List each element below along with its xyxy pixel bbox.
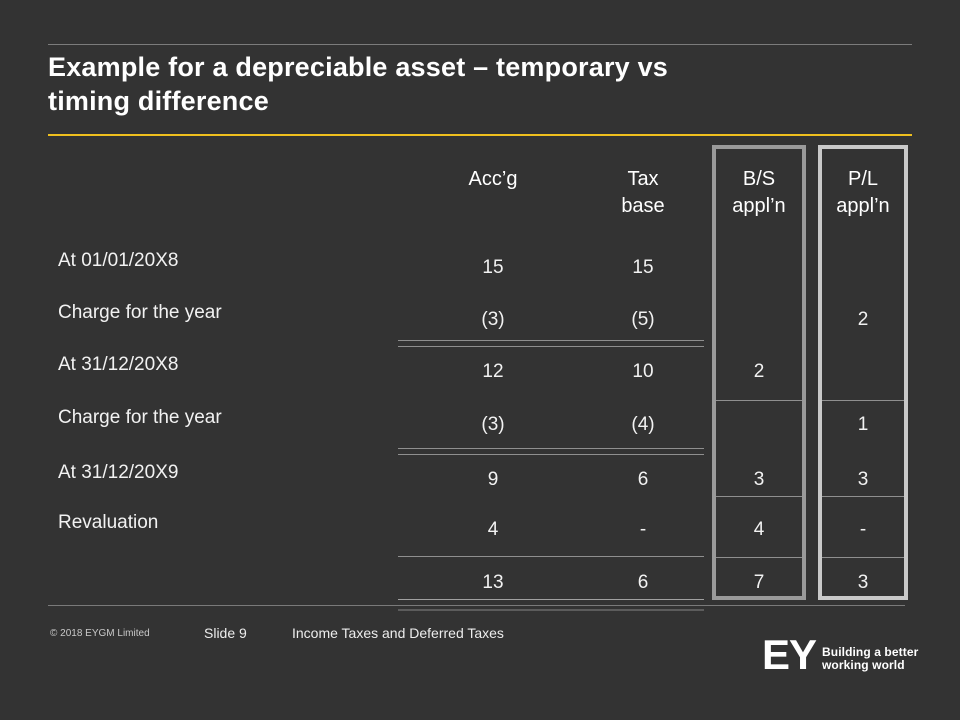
cell-bs-appln: 7 xyxy=(753,572,765,593)
bs-appln-box xyxy=(712,145,806,600)
cell-accg: (3) xyxy=(481,309,505,330)
cell-taxbase: 6 xyxy=(637,572,649,593)
cell-bs-appln: 4 xyxy=(753,519,765,540)
subtotal-rule xyxy=(398,454,704,455)
subtotal-rule xyxy=(398,346,704,347)
row-label: Revaluation xyxy=(58,512,159,533)
column-header-taxbase: Tax base xyxy=(578,166,708,220)
cell-accg: 13 xyxy=(482,572,504,593)
subtotal-rule xyxy=(398,556,704,557)
total-underline xyxy=(398,599,704,600)
row-label: At 31/12/20X9 xyxy=(58,462,179,483)
row-label: At 01/01/20X8 xyxy=(58,250,179,271)
pl-appln-box xyxy=(818,145,908,600)
subtotal-rule xyxy=(398,448,704,449)
table-row: Revaluation 4 - 4 - xyxy=(0,512,960,542)
column-header-taxbase-line2: base xyxy=(621,195,665,217)
row-label: At 31/12/20X8 xyxy=(58,354,179,375)
ey-tagline-line2: working world xyxy=(822,658,905,672)
cell-taxbase: (5) xyxy=(631,309,655,330)
ey-logo: EY xyxy=(762,631,817,678)
page-title-line1: Example for a depreciable asset – tempor… xyxy=(48,52,668,82)
table-row: Charge for the year (3) (5) 2 xyxy=(0,302,960,332)
bs-box-rule xyxy=(716,557,802,558)
page-title-line2: timing difference xyxy=(48,86,269,116)
table-row: At 01/01/20X8 15 15 xyxy=(0,250,960,280)
ey-logo-tagline: Building a better working world xyxy=(822,646,918,672)
pl-box-rule xyxy=(822,496,904,497)
pl-box-rule xyxy=(822,557,904,558)
page-title: Example for a depreciable asset – tempor… xyxy=(48,50,928,118)
column-header-taxbase-line1: Tax xyxy=(627,168,659,190)
column-header-bs-line1: B/S xyxy=(742,168,776,190)
total-underline-shadow xyxy=(398,609,704,611)
cell-taxbase: 15 xyxy=(632,257,654,278)
column-header-pl-line1: P/L xyxy=(847,168,879,190)
cell-pl-appln: 3 xyxy=(857,572,869,593)
table-row: Charge for the year (3) (4) 1 xyxy=(0,407,960,437)
cell-pl-appln: - xyxy=(859,519,867,540)
cell-taxbase: 6 xyxy=(637,469,649,490)
table-row-totals: 13 6 7 3 xyxy=(0,571,960,595)
cell-accg: 9 xyxy=(487,469,499,490)
footer-divider xyxy=(48,605,905,606)
bs-box-rule xyxy=(716,496,802,497)
cell-accg: 4 xyxy=(487,519,499,540)
cell-bs-appln: 2 xyxy=(753,361,765,382)
pl-box-rule xyxy=(822,400,904,401)
ey-tagline-line1: Building a better xyxy=(822,645,919,659)
table-row: At 31/12/20X8 12 10 2 xyxy=(0,354,960,384)
cell-bs-appln: 3 xyxy=(753,469,765,490)
cell-taxbase: - xyxy=(639,519,647,540)
column-header-bs-line2: appl’n xyxy=(732,195,786,217)
cell-accg: 15 xyxy=(482,257,504,278)
cell-pl-appln: 3 xyxy=(857,469,869,490)
column-header-accg: Acc’g xyxy=(468,168,518,190)
footer-deck-title: Income Taxes and Deferred Taxes xyxy=(292,625,504,641)
cell-pl-appln: 2 xyxy=(857,309,869,330)
bs-box-rule xyxy=(716,400,802,401)
cell-taxbase: (4) xyxy=(631,414,655,435)
column-header-bs-appln: B/S appl’n xyxy=(714,166,804,220)
cell-accg: 12 xyxy=(482,361,504,382)
cell-accg: (3) xyxy=(481,414,505,435)
footer-slide-number: Slide 9 xyxy=(204,625,247,641)
top-hairline xyxy=(48,44,912,45)
footer-copyright: © 2018 EYGM Limited xyxy=(50,628,150,639)
column-header-pl-line2: appl’n xyxy=(836,195,890,217)
cell-taxbase: 10 xyxy=(632,361,654,382)
table-row: At 31/12/20X9 9 6 3 3 xyxy=(0,462,960,492)
cell-pl-appln: 1 xyxy=(857,414,869,435)
row-label: Charge for the year xyxy=(58,302,222,323)
subtotal-rule xyxy=(398,340,704,341)
row-label: Charge for the year xyxy=(58,407,222,428)
title-accent-line xyxy=(48,134,912,136)
column-header-pl-appln: P/L appl’n xyxy=(820,166,906,220)
